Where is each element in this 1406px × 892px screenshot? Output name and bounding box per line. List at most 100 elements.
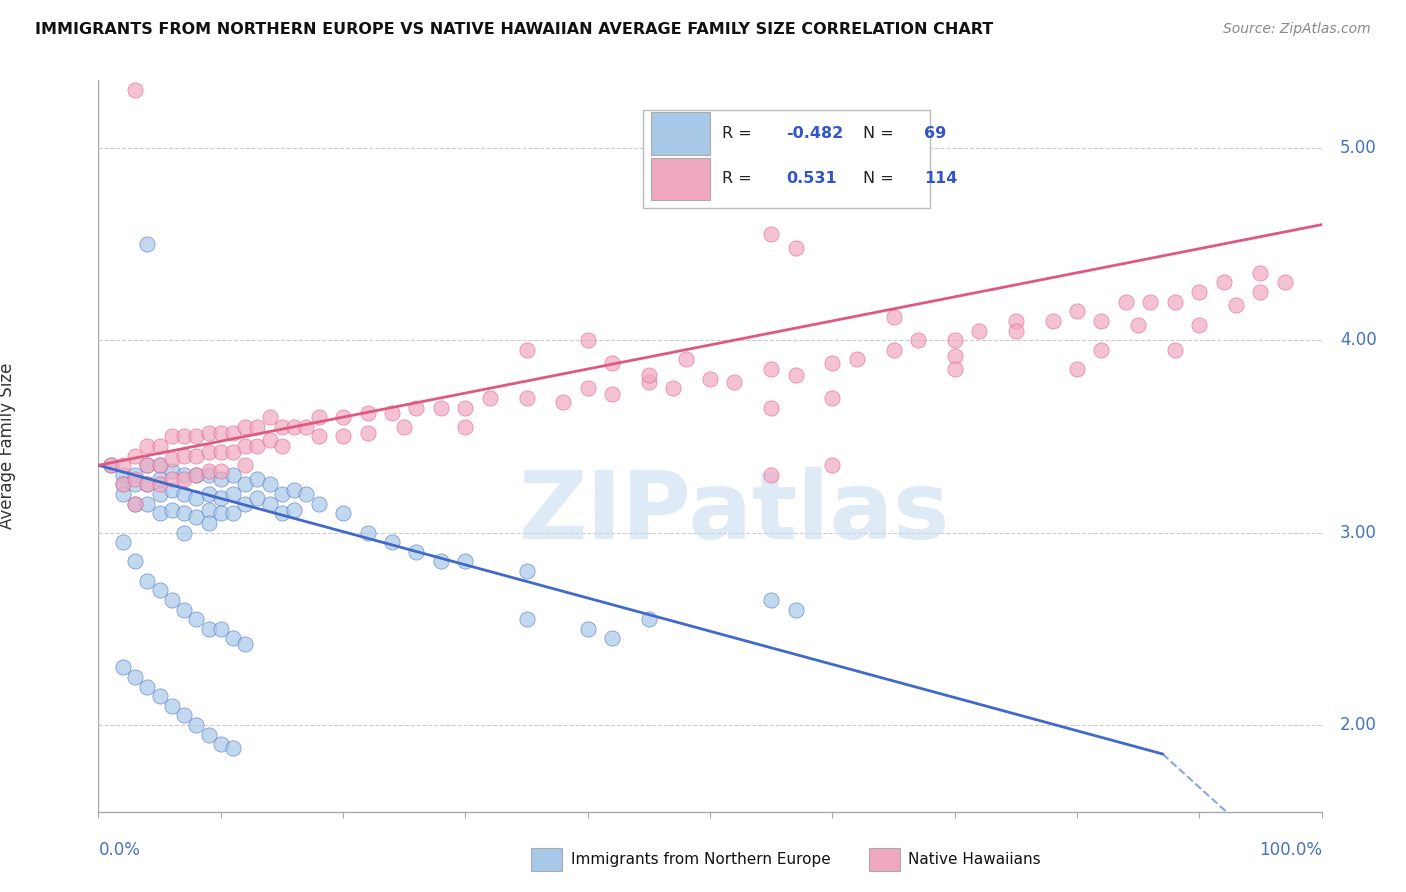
Point xyxy=(356,406,378,420)
Point xyxy=(1139,294,1161,309)
Point xyxy=(209,444,232,458)
Point xyxy=(259,497,281,511)
Point xyxy=(662,381,685,395)
Point xyxy=(136,574,159,588)
Point xyxy=(785,241,807,255)
Point xyxy=(222,487,245,501)
Point xyxy=(246,439,269,453)
Point xyxy=(136,477,159,491)
Point xyxy=(124,83,146,97)
Point xyxy=(576,622,599,636)
Point xyxy=(1274,276,1296,290)
Point xyxy=(136,680,159,694)
Point xyxy=(173,429,195,443)
Text: 69: 69 xyxy=(924,126,946,141)
Point xyxy=(1090,314,1112,328)
Point xyxy=(1066,362,1088,376)
Point xyxy=(845,352,868,367)
Point xyxy=(209,622,232,636)
Point xyxy=(883,343,905,357)
Point xyxy=(1066,304,1088,318)
Point xyxy=(283,502,305,516)
Point xyxy=(1042,314,1064,328)
Point xyxy=(149,458,172,473)
Point xyxy=(186,467,208,482)
Point xyxy=(160,472,183,486)
Point xyxy=(149,690,172,704)
Point xyxy=(173,487,195,501)
Point xyxy=(160,429,183,443)
Point xyxy=(222,632,245,646)
Text: 4.00: 4.00 xyxy=(1340,331,1376,349)
Point xyxy=(233,419,256,434)
Point xyxy=(761,227,783,242)
Point xyxy=(1164,343,1187,357)
Point xyxy=(149,477,172,491)
Point xyxy=(553,394,575,409)
Point xyxy=(100,458,122,473)
Point xyxy=(270,439,294,453)
Point xyxy=(173,472,195,486)
Point xyxy=(761,467,783,482)
Point xyxy=(173,467,195,482)
Point xyxy=(1212,276,1234,290)
Point xyxy=(723,376,745,390)
Point xyxy=(270,419,294,434)
Text: 3.00: 3.00 xyxy=(1340,524,1376,541)
Point xyxy=(173,602,195,616)
Point xyxy=(197,487,219,501)
Point xyxy=(111,477,134,491)
Point xyxy=(136,477,159,491)
Point xyxy=(124,497,146,511)
Point xyxy=(233,477,256,491)
Point xyxy=(381,535,404,549)
Point xyxy=(332,507,354,521)
Point xyxy=(637,612,661,626)
Point xyxy=(1090,343,1112,357)
Point xyxy=(222,425,245,440)
Point xyxy=(405,401,427,415)
Point xyxy=(295,419,318,434)
Text: 100.0%: 100.0% xyxy=(1258,840,1322,859)
Text: IMMIGRANTS FROM NORTHERN EUROPE VS NATIVE HAWAIIAN AVERAGE FAMILY SIZE CORRELATI: IMMIGRANTS FROM NORTHERN EUROPE VS NATIV… xyxy=(35,22,994,37)
Point xyxy=(186,510,208,524)
Point xyxy=(308,410,330,425)
Point xyxy=(1225,298,1247,312)
Point xyxy=(1188,318,1211,332)
Point xyxy=(356,525,378,540)
Text: Native Hawaiians: Native Hawaiians xyxy=(908,853,1040,867)
Point xyxy=(516,391,538,405)
Point xyxy=(197,622,219,636)
Point xyxy=(186,467,208,482)
Point xyxy=(160,464,183,478)
Point xyxy=(785,602,807,616)
Point xyxy=(160,698,183,713)
Point xyxy=(1128,318,1150,332)
Point xyxy=(430,401,453,415)
Point xyxy=(454,401,477,415)
Text: Immigrants from Northern Europe: Immigrants from Northern Europe xyxy=(571,853,831,867)
Point xyxy=(356,425,378,440)
Point xyxy=(943,349,966,363)
Point xyxy=(821,458,844,473)
Point xyxy=(233,497,256,511)
Point xyxy=(111,467,134,482)
Point xyxy=(149,439,172,453)
Point xyxy=(1115,294,1137,309)
Point xyxy=(136,236,159,251)
Point xyxy=(283,483,305,498)
Point xyxy=(405,545,427,559)
Text: 0.0%: 0.0% xyxy=(98,840,141,859)
Point xyxy=(821,391,844,405)
Point xyxy=(149,507,172,521)
Point xyxy=(197,516,219,530)
Text: -0.482: -0.482 xyxy=(786,126,844,141)
Text: 5.00: 5.00 xyxy=(1340,138,1376,157)
Point xyxy=(907,333,929,347)
Point xyxy=(124,497,146,511)
Point xyxy=(943,362,966,376)
Point xyxy=(233,439,256,453)
Point xyxy=(124,472,146,486)
Point xyxy=(111,458,134,473)
Point xyxy=(516,343,538,357)
